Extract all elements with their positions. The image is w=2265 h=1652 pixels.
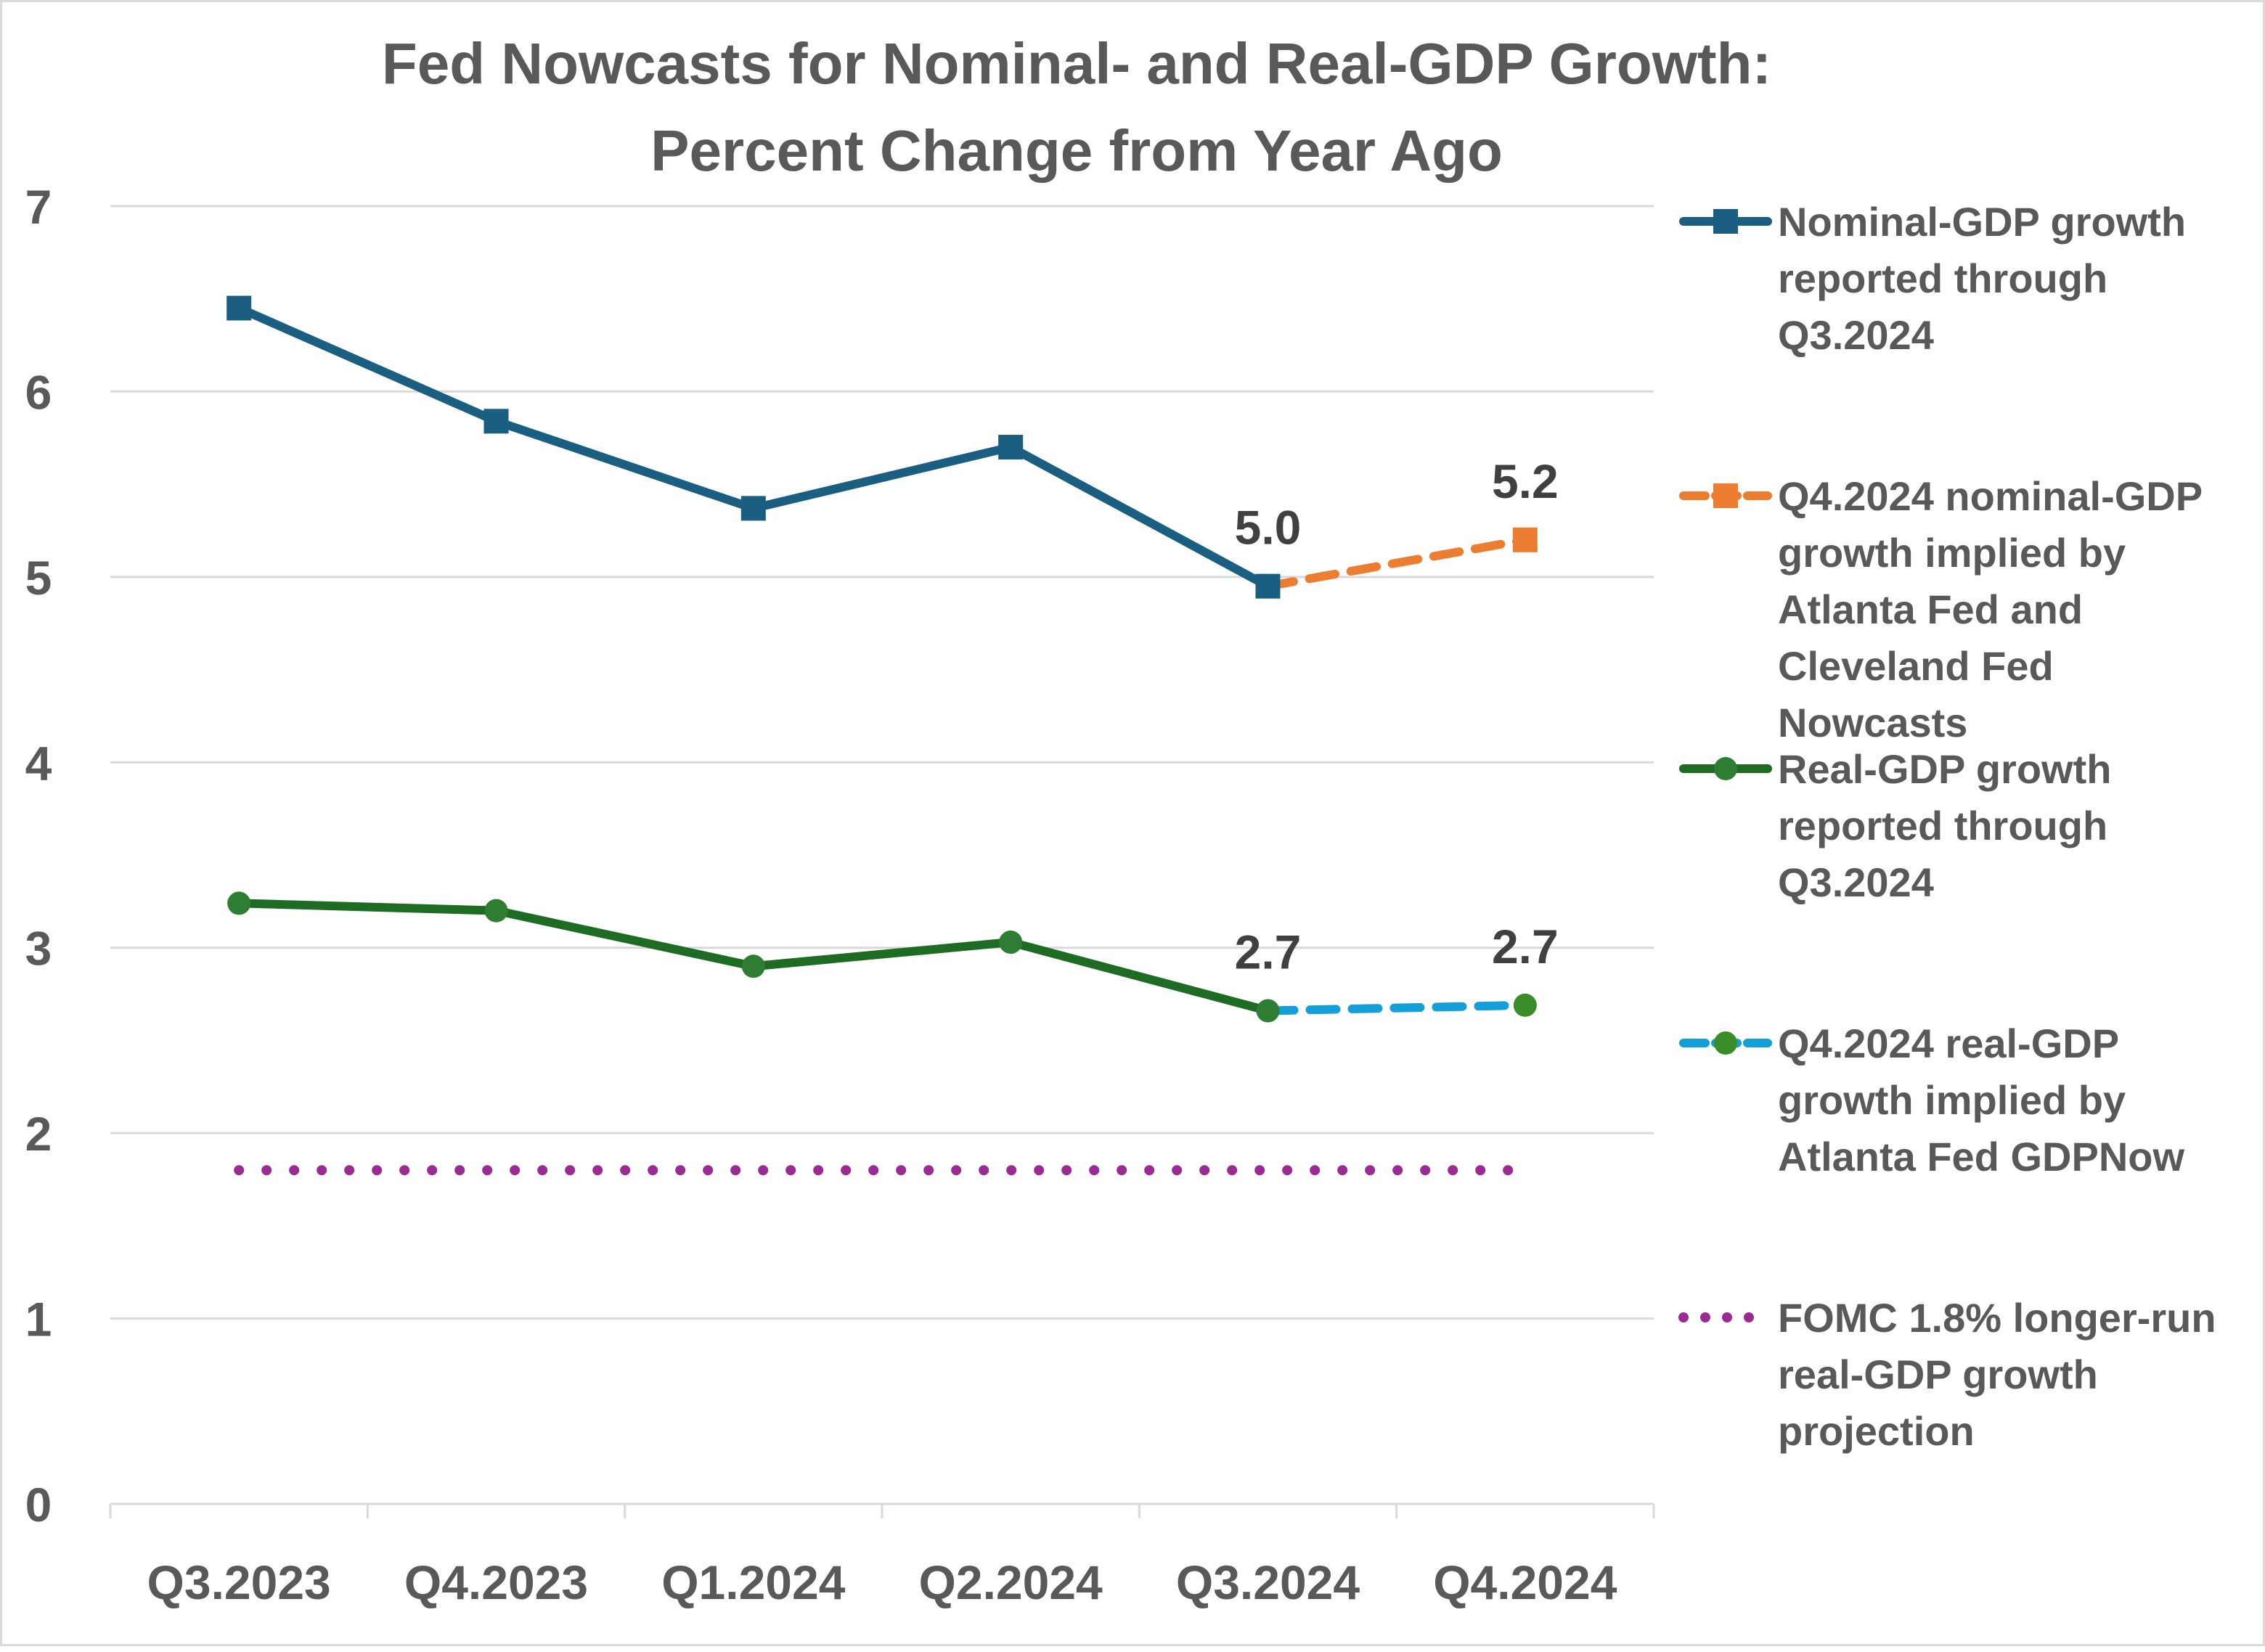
legend-entry: FOMC 1.8% longer-run real-GDP growth proje…	[1678, 1295, 2216, 1454]
y-tick-label: 4	[25, 736, 52, 790]
data-point	[227, 891, 251, 915]
y-tick-label: 7	[25, 180, 52, 234]
chart-title: Fed Nowcasts for Nominal- and Real-GDP G…	[382, 31, 1771, 96]
y-tick-label: 5	[25, 551, 52, 605]
legend-label: Q3.2024	[1778, 312, 1934, 358]
series-line	[1263, 535, 1530, 591]
legend-entry: Q4.2024 nominal-GDP growth implied by Atla…	[1679, 473, 2203, 745]
legend-label: growth implied by	[1778, 1077, 2126, 1123]
legend-label: Atlanta Fed GDPNow	[1778, 1134, 2184, 1179]
x-tick-label: Q4.2023	[404, 1555, 588, 1609]
data-label: 5.2	[1492, 454, 1559, 508]
data-point	[1256, 999, 1280, 1023]
data-point	[226, 295, 252, 321]
legend-label: real-GDP growth	[1778, 1352, 2098, 1397]
x-tick-label: Q1.2024	[661, 1555, 845, 1609]
x-tick-label: Q2.2024	[919, 1555, 1103, 1609]
legend-label: Nowcasts	[1778, 700, 1967, 745]
legend-label: reported through	[1778, 803, 2107, 849]
data-label: 2.7	[1492, 920, 1559, 973]
legend-label: Cleveland Fed	[1778, 643, 2054, 689]
legend-marker	[1714, 757, 1737, 780]
y-tick-label: 6	[25, 365, 52, 419]
legend-label: Nominal-GDP growth	[1778, 199, 2186, 245]
legend-label: reported through	[1778, 255, 2107, 301]
data-point	[740, 496, 766, 521]
legend-entry: Real-GDP growth reported through Q3.2024	[1679, 746, 2111, 905]
x-tick-label: Q4.2024	[1433, 1555, 1617, 1609]
y-tick-label: 0	[25, 1478, 52, 1532]
data-label: 5.0	[1235, 501, 1302, 555]
legend-label: Q4.2024 nominal-GDP	[1778, 473, 2203, 519]
legend-label: Real-GDP growth	[1778, 746, 2111, 792]
data-point	[1512, 527, 1538, 552]
data-point	[1513, 993, 1537, 1017]
series-line	[1263, 1000, 1530, 1015]
legend-marker	[1714, 1031, 1737, 1055]
y-tick-label: 3	[25, 922, 52, 976]
y-tick-label: 1	[25, 1293, 52, 1346]
data-point	[998, 435, 1024, 460]
legend-label: Q4.2024 real-GDP	[1778, 1021, 2119, 1066]
x-tick-label: Q3.2023	[147, 1555, 331, 1609]
chart-subtitle: Percent Change from Year Ago	[650, 118, 1503, 183]
data-point	[999, 931, 1023, 954]
x-tick-label: Q3.2024	[1176, 1555, 1360, 1609]
legend-entry: Nominal-GDP growth reported through Q3.202…	[1679, 199, 2186, 358]
legend-label: Atlanta Fed and	[1778, 586, 2083, 632]
legend-label: FOMC 1.8% longer-run	[1778, 1295, 2216, 1341]
legend-label: growth implied by	[1778, 530, 2126, 576]
series-line	[234, 303, 1273, 591]
data-point	[483, 409, 509, 434]
y-tick-label: 2	[25, 1107, 52, 1161]
legend-label: projection	[1778, 1408, 1975, 1454]
legend-entry: Q4.2024 real-GDP growth implied by Atlanta…	[1679, 1021, 2184, 1179]
data-label: 2.7	[1235, 925, 1302, 979]
data-point	[741, 954, 765, 978]
data-point	[1255, 573, 1281, 599]
legend-marker	[1713, 483, 1738, 508]
legend-label: Q3.2024	[1778, 859, 1934, 905]
data-point	[484, 899, 508, 923]
legend-marker	[1713, 209, 1738, 234]
